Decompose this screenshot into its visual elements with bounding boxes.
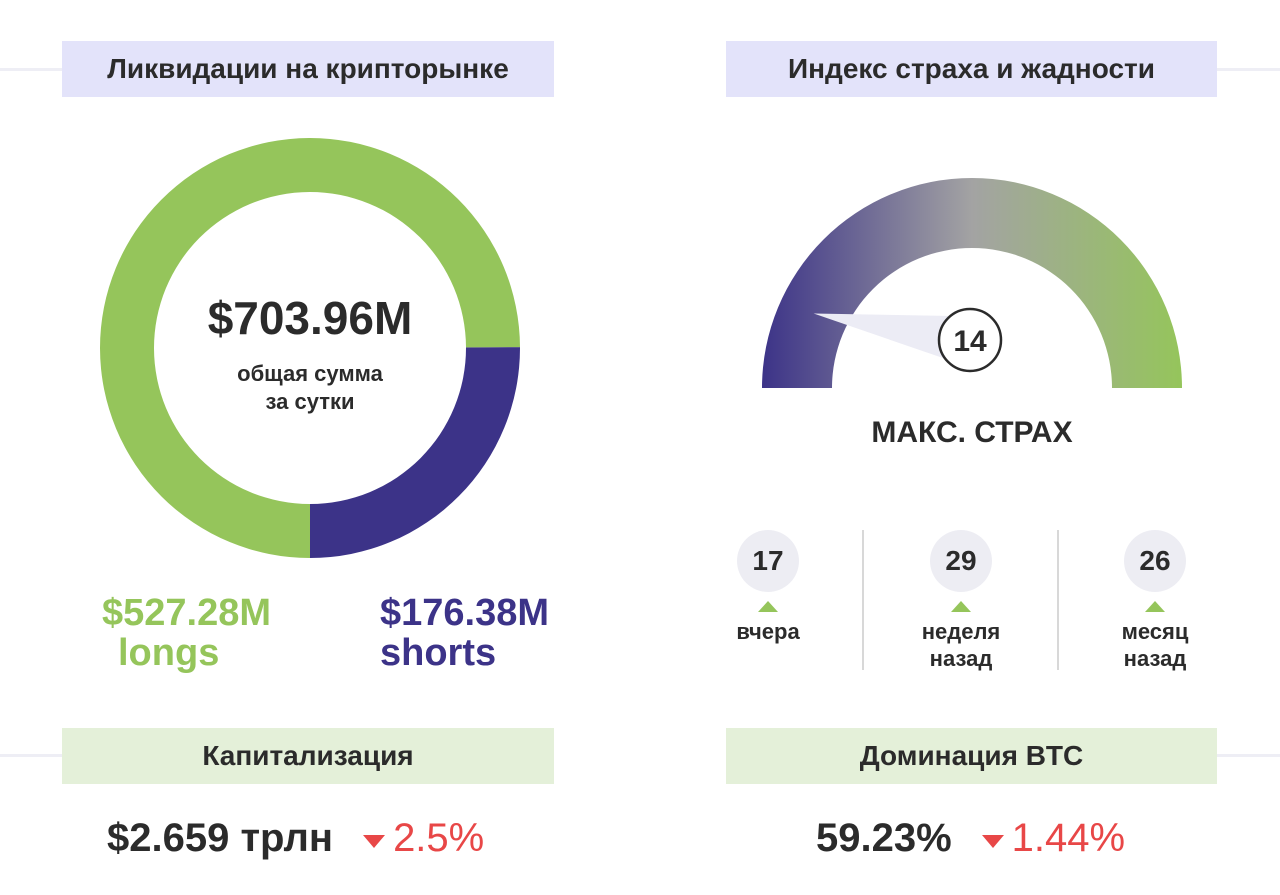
btc-dominance-value: 59.23% [816,815,952,860]
up-triangle-icon [758,601,778,612]
history-value: 17 [737,530,799,592]
fear-greed-title: Индекс страха и жадности [726,41,1217,97]
divider-line [1217,754,1280,757]
fear-greed-gauge: 14 [762,178,1182,388]
donut-center: $703.96M общая сумма за сутки [100,138,520,558]
legend-shorts: $176.38M shorts [380,593,549,673]
down-triangle-icon [981,834,1004,848]
total-caption: общая сумма за сутки [237,361,383,414]
history-caption: неделя назад [921,619,1001,671]
history-caption: вчера [736,619,800,644]
capitalization-metric: $2.659 трлн 2.5% [107,808,484,868]
gauge-needle [813,313,982,364]
down-triangle-icon [363,834,386,848]
gauge-value-circle [937,307,1003,373]
history-caption: месяц назад [1121,619,1189,671]
divider-line [1217,68,1280,71]
longs-value: $527.28M [102,592,272,634]
history-value: 29 [930,530,992,592]
divider-line [0,68,62,71]
gauge-value: 14 [953,325,987,358]
donut-slice-shorts [310,347,520,558]
capitalization-title: Капитализация [62,728,554,784]
vertical-divider [862,530,864,670]
fear-greed-label: МАКС. СТРАХ [871,416,1073,449]
shorts-label: shorts [380,632,497,674]
total-liquidations: $703.96M [207,292,413,344]
legend-longs: $527.28M longs [102,593,271,673]
gauge-arc [762,178,1182,388]
liquidations-donut-chart [100,138,520,558]
capitalization-value: $2.659 трлн [107,815,334,860]
history-week: 29 неделя назад [866,530,1056,675]
longs-label: longs [118,632,220,674]
btc-dominance-title: Доминация BTC [726,728,1217,784]
divider-line [0,754,62,757]
capitalization-change: 2.5% [363,816,484,861]
history-value: 26 [1124,530,1186,592]
vertical-divider [1057,530,1059,670]
liquidations-title: Ликвидации на крипторынке [62,41,554,97]
up-triangle-icon [1145,601,1165,612]
btc-dominance-change: 1.44% [981,816,1125,861]
history-month: 26 месяц назад [1060,530,1250,675]
up-triangle-icon [951,601,971,612]
btc-dominance-metric: 59.23% 1.44% [816,808,1125,868]
history-yesterday: 17 вчера [673,530,863,675]
shorts-value: $176.38M [380,592,550,634]
